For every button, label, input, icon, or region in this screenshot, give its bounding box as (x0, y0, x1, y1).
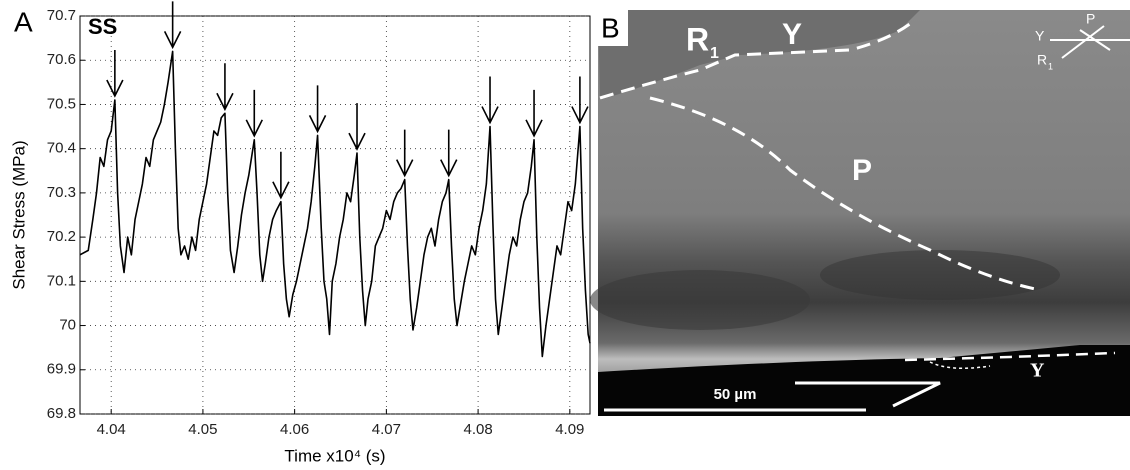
y-tick-label: 70.1 (47, 272, 76, 289)
panel-label: A (14, 6, 33, 37)
peak-arrow (481, 76, 499, 125)
zone-label: P (852, 154, 872, 187)
micrograph: B R 1 Y P Y Y P R 1 50 µm (590, 10, 1130, 416)
peak-arrow (395, 129, 414, 178)
x-tick-label: 4.09 (555, 421, 584, 438)
x-axis-label: Time x10⁴ (s) (284, 446, 385, 465)
zone-label: R (686, 21, 709, 57)
peak-arrow (348, 103, 366, 151)
zone-label-sub: 1 (710, 45, 719, 62)
peak-arrow (216, 63, 234, 112)
boundary-p (649, 96, 1041, 292)
annotation: SS (88, 14, 117, 39)
panel-label: B (601, 12, 620, 43)
y-tick-label: 70.3 (47, 184, 76, 201)
y-tick-label: 70.2 (47, 228, 76, 245)
y-tick-label: 69.8 (47, 405, 76, 422)
y-tick-label: 69.9 (47, 361, 76, 378)
zone-label: Y (782, 18, 802, 51)
peak-arrow (163, 1, 182, 50)
boundary-r1-y (599, 18, 916, 100)
x-tick-label: 4.06 (280, 421, 309, 438)
y-tick-label: 70.7 (47, 7, 76, 24)
scale-bar-label: 50 µm (714, 386, 757, 403)
y-tick-label: 70 (59, 317, 76, 334)
x-tick-label: 4.05 (188, 421, 217, 438)
orientation-inset (1050, 25, 1130, 59)
inset-label-sub: 1 (1048, 61, 1053, 71)
zone-label: Y (1030, 360, 1045, 382)
peak-arrow (106, 50, 124, 98)
inset-p-line (1079, 29, 1111, 51)
micrograph-image (598, 10, 1130, 416)
dark-zone (590, 270, 810, 330)
inset-label: Y (1035, 28, 1045, 44)
inset-label: R (1037, 52, 1047, 68)
y-tick-label: 70.5 (47, 95, 76, 112)
y-tick-label: 70.4 (47, 140, 76, 157)
panel-label-box (598, 10, 628, 46)
peak-arrow (440, 129, 458, 178)
inset-label: P (1086, 11, 1095, 27)
x-tick-label: 4.04 (97, 421, 126, 438)
upper-layer (598, 10, 920, 100)
y-axis-label: Shear Stress (MPa) (9, 140, 28, 289)
x-tick-label: 4.08 (463, 421, 492, 438)
peak-arrow (272, 151, 290, 200)
shear-sense (795, 381, 941, 408)
peak-arrow (308, 85, 327, 134)
plot-frame (79, 15, 591, 415)
x-tick-label: 4.07 (372, 421, 401, 438)
peak-arrow (571, 76, 589, 125)
peak-arrow (525, 89, 543, 138)
inset-r-line (1061, 25, 1105, 59)
boundary-y (904, 351, 1116, 362)
boundary-detail (929, 361, 991, 369)
peak-arrow (245, 89, 263, 138)
plot-area (79, 15, 591, 415)
series-line (79, 50, 591, 358)
y-tick-label: 70.6 (47, 51, 76, 68)
dark-zone (820, 250, 1060, 300)
holder (598, 345, 1130, 416)
